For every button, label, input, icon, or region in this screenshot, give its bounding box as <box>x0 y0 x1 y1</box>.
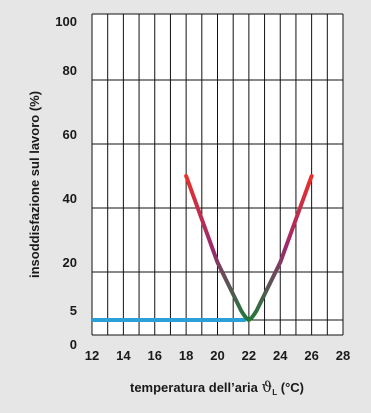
x-tick-label: 20 <box>210 348 224 363</box>
y-tick-label: 0 <box>70 337 77 352</box>
x-tick-label: 24 <box>273 348 288 363</box>
x-tick-label: 16 <box>148 348 162 363</box>
series-v-curve <box>184 174 314 322</box>
y-tick-label: 100 <box>55 14 77 29</box>
x-tick-label: 28 <box>336 348 350 363</box>
x-axis-title-text: temperatura dell’aria <box>130 380 262 395</box>
y-tick-label: 20 <box>63 255 77 270</box>
x-tick-label: 26 <box>304 348 318 363</box>
x-axis-title-unit: (°C) <box>277 380 304 395</box>
x-tick-label: 12 <box>85 348 99 363</box>
x-tick-label: 22 <box>242 348 256 363</box>
x-tick-labels: 12 14 16 18 20 22 24 26 28 <box>85 348 350 363</box>
y-axis-title: insoddisfazione sul lavoro (%) <box>27 91 42 278</box>
y-tick-label: 5 <box>70 303 77 318</box>
y-tick-label: 80 <box>63 63 77 78</box>
x-tick-label: 14 <box>116 348 131 363</box>
x-axis-title-symbol: ϑ <box>262 378 273 396</box>
x-axis-title: temperatura dell’aria ϑL (°C) <box>130 378 304 397</box>
y-tick-label: 40 <box>63 191 77 206</box>
series-layer <box>92 174 314 322</box>
y-tick-labels: 0 5 20 40 60 80 100 <box>55 14 77 352</box>
y-tick-label: 60 <box>63 127 77 142</box>
x-axis-title-subscript: L <box>272 388 277 397</box>
x-tick-label: 18 <box>179 348 193 363</box>
